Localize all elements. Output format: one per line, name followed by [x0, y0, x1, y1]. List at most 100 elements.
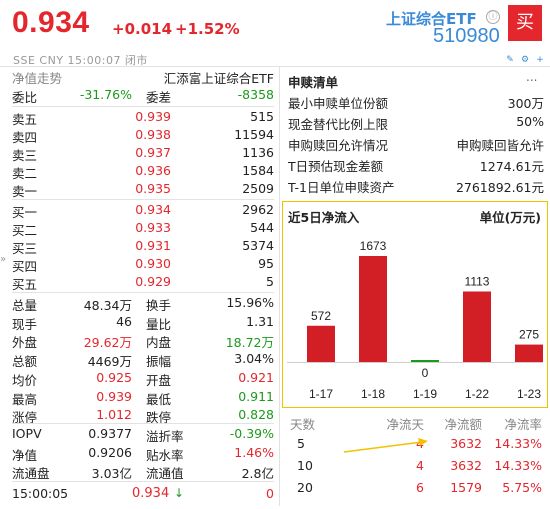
net-inflow-chart: 572 1-17 1673 1-18 0 1-19 1113 1-22 275 1-23 — [287, 239, 543, 401]
bid-row[interactable]: 买一 0.934 2962 — [12, 202, 274, 220]
last-trade-row: 15:00:05 0.934 ↓ 0 — [12, 486, 274, 504]
divider — [12, 199, 274, 200]
weibi-value: -31.76% — [79, 87, 132, 102]
ask-volume: 1584 — [242, 163, 274, 178]
ask-row[interactable]: 卖一 0.935 2509 — [12, 181, 274, 199]
stat-label: 内盘 — [146, 335, 172, 351]
stat-value: 0.911 — [238, 388, 274, 404]
table-cell-rate: 5.75% — [502, 480, 542, 495]
stat-value: -0.39% — [229, 426, 274, 441]
bid-label: 买五 — [12, 277, 38, 292]
buy-button[interactable]: 买 — [508, 5, 542, 41]
add-icon[interactable]: + — [536, 55, 544, 65]
stat-label: 现手 — [12, 316, 38, 332]
stat-label: 换手 — [146, 298, 172, 313]
stat-label: 跌停 — [146, 410, 172, 426]
down-arrow-icon: ↓ — [174, 486, 185, 500]
weicha-value: -8358 — [237, 87, 274, 102]
bid-label: 买三 — [12, 241, 38, 256]
stat-label: 最低 — [146, 391, 172, 407]
annotation-arrow — [343, 438, 428, 453]
ask-row[interactable]: 卖四 0.938 11594 — [12, 127, 274, 145]
chart-data-label: 1113 — [465, 274, 490, 288]
fund-name[interactable]: 上证综合ETF — [386, 10, 477, 28]
chart-data-label: 1673 — [360, 239, 387, 253]
index-name: 汇添富上证综合ETF — [163, 71, 274, 86]
divider — [12, 106, 274, 107]
price-change-percent: +1.52% — [175, 20, 240, 38]
table-cell-days: 20 — [297, 480, 313, 495]
table-cell-flow-days: 6 — [416, 480, 424, 495]
ask-label: 卖二 — [12, 166, 38, 181]
more-icon[interactable]: ... — [526, 70, 538, 84]
weicha-label: 委差 — [146, 90, 172, 105]
stat-row: 最高 0.939 最低 0.911 — [12, 389, 274, 407]
bid-price: 0.931 — [135, 238, 171, 253]
stat-row: 涨停 1.012 跌停 0.828 — [12, 407, 274, 425]
divider — [12, 292, 274, 293]
bid-volume: 5 — [266, 274, 274, 289]
info-icon[interactable]: ⓘ — [486, 10, 500, 24]
chart-bar[interactable] — [411, 360, 439, 362]
stat-value: 0.939 — [96, 388, 132, 404]
stat-label: 振幅 — [146, 354, 172, 370]
bid-row[interactable]: 买二 0.933 544 — [12, 220, 274, 238]
ask-label: 卖五 — [12, 112, 38, 127]
chart-bar[interactable] — [463, 291, 491, 362]
chart-bar[interactable] — [307, 325, 335, 362]
redemption-label: T日预估现金差额 — [288, 159, 384, 174]
ask-label: 卖三 — [12, 148, 38, 163]
chart-unit: 单位(万元) — [479, 210, 541, 225]
redemption-label: T-1日单位申赎资产 — [288, 180, 395, 195]
stat-row: 总量 48.34万 换手 15.96% — [12, 295, 274, 313]
bid-price: 0.933 — [135, 220, 171, 235]
expand-arrow-icon[interactable]: » — [0, 254, 7, 265]
price-change: +0.014 — [112, 20, 173, 38]
ask-row[interactable]: 卖三 0.937 1136 — [12, 145, 274, 163]
stat-row: 均价 0.925 开盘 0.921 — [12, 370, 274, 388]
trend-row[interactable]: 净值走势 汇添富上证综合ETF — [12, 68, 274, 86]
ask-price: 0.936 — [135, 163, 171, 178]
redemption-item: T日预估现金差额 1274.61元 — [288, 156, 544, 174]
stat-value: 0.9377 — [88, 426, 132, 441]
stat-label: 量比 — [146, 316, 172, 332]
stat-label: 溢折率 — [146, 429, 184, 444]
redemption-item: T-1日单位申赎资产 2761892.61元 — [288, 177, 544, 195]
bid-price: 0.930 — [135, 256, 171, 271]
chart-category-label: 1-18 — [361, 387, 385, 401]
bid-row[interactable]: 买五 0.929 5 — [12, 274, 274, 292]
bid-row[interactable]: 买四 0.930 95 — [12, 256, 274, 274]
chart-bar[interactable] — [515, 344, 543, 362]
table-cell-days: 5 — [297, 436, 305, 451]
market-status: SSE CNY 15:00:07 闭市 — [13, 54, 148, 67]
divider — [0, 66, 550, 67]
stat-label: 流通盘 — [12, 466, 50, 482]
bid-row[interactable]: 买三 0.931 5374 — [12, 238, 274, 256]
bid-label: 买一 — [12, 205, 38, 220]
ask-price: 0.935 — [135, 181, 171, 196]
settings-icon[interactable]: ⚙ — [520, 55, 530, 65]
ask-row[interactable]: 卖五 0.939 515 — [12, 109, 274, 127]
stat-label: 总额 — [12, 354, 38, 370]
trend-label[interactable]: 净值走势 — [12, 71, 63, 86]
last-price: 0.934 — [12, 6, 90, 39]
chart-category-label: 1-23 — [517, 387, 541, 401]
stat-value: 46 — [116, 313, 132, 329]
table-header: 净流天 — [386, 417, 424, 432]
chart-bar[interactable] — [359, 256, 387, 362]
table-header: 净流额 — [444, 417, 482, 432]
bid-label: 买二 — [12, 223, 38, 238]
ask-row[interactable]: 卖二 0.936 1584 — [12, 163, 274, 181]
redemption-label: 现金替代比例上限 — [288, 117, 389, 132]
stat-row: 净值 0.9206 贴水率 1.46% — [12, 445, 274, 463]
chart-category-label: 1-19 — [413, 387, 437, 401]
ask-volume: 515 — [250, 109, 274, 124]
column-divider — [279, 66, 280, 506]
edit-icon[interactable]: ✎ — [506, 55, 514, 65]
chart-category-label: 1-22 — [465, 387, 489, 401]
redemption-item: 现金替代比例上限 50% — [288, 114, 544, 132]
bid-price: 0.934 — [135, 202, 171, 217]
stat-label: 贴水率 — [146, 447, 184, 463]
table-cell-days: 10 — [297, 458, 313, 473]
bid-volume: 95 — [258, 256, 274, 271]
